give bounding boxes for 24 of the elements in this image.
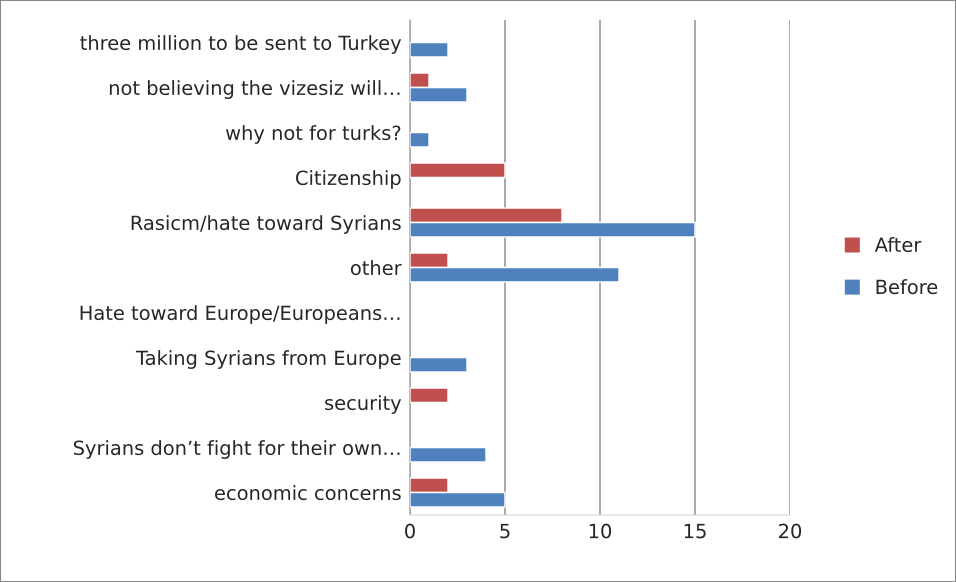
y-tick-label: Citizenship <box>296 170 401 189</box>
bar <box>410 446 487 463</box>
x-tick-label: 5 <box>500 524 510 538</box>
bar <box>410 42 449 58</box>
y-tick-label: security <box>325 395 402 414</box>
x-tick-label: 0 <box>405 524 415 538</box>
x-tick-label: 10 <box>590 524 612 538</box>
legend-label: After <box>874 237 922 252</box>
y-tick-label: Taking Syrians from Europe <box>136 350 401 369</box>
y-tick-label: Rasicm/hate toward Syrians <box>132 215 401 234</box>
bar <box>410 387 449 404</box>
bar <box>410 356 468 373</box>
x-tick-label: 20 <box>779 524 802 538</box>
y-tick-label: three million to be sent to Turkey <box>80 35 402 54</box>
y-tick-label: Syrians don’t fight for their own… <box>74 440 400 459</box>
y-tick-label: why not for turks? <box>226 125 400 144</box>
y-tick-label: economic concerns <box>215 485 401 500</box>
y-tick-label: not believing the vizesiz will… <box>110 80 400 99</box>
bar <box>410 132 430 148</box>
y-tick-label: Hate toward Europe/Europeans… <box>80 305 400 324</box>
legend-label: Before <box>876 279 938 294</box>
x-tick-label: 15 <box>684 524 706 538</box>
bar <box>410 162 506 178</box>
y-tick-label: other <box>350 260 402 276</box>
